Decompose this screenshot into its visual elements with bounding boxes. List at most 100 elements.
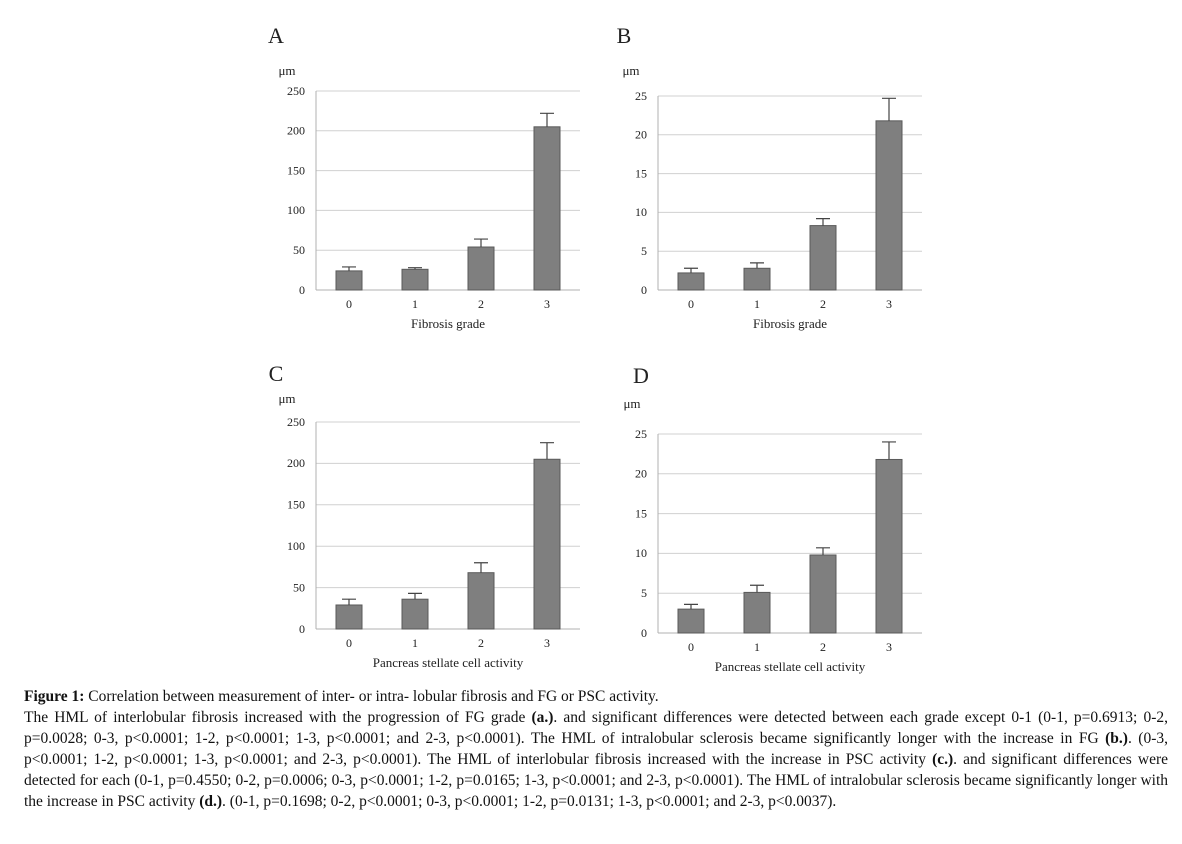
y-tick-label: 250	[287, 415, 305, 429]
y-tick-label: 5	[641, 586, 647, 600]
error-bar	[540, 112, 554, 127]
caption-label: Figure 1:	[24, 688, 85, 705]
caption-body: The HML of interlobular fibrosis increas…	[24, 707, 1168, 812]
caption-heading: Figure 1: Correlation between measuremen…	[24, 686, 1168, 707]
bar	[809, 554, 837, 634]
panel-reference: (c.)	[932, 751, 954, 768]
y-unit-label: μm	[623, 396, 640, 411]
x-tick-label: 2	[478, 297, 484, 311]
y-tick-label: 10	[635, 546, 647, 560]
y-tick-label: 100	[287, 203, 305, 217]
panel-reference: (d.)	[199, 793, 223, 810]
error-bar	[474, 562, 488, 573]
y-unit-label: μm	[278, 63, 295, 78]
panel-label: B	[617, 23, 632, 48]
x-axis-label: Pancreas stellate cell activity	[373, 655, 524, 670]
y-tick-label: 15	[635, 166, 647, 180]
caption-title: Correlation between measurement of inter…	[84, 688, 659, 705]
y-tick-label: 5	[641, 244, 647, 258]
error-bar	[816, 547, 830, 555]
error-bar	[750, 262, 764, 269]
error-bar	[474, 238, 488, 248]
x-tick-label: 1	[412, 636, 418, 650]
error-bar	[816, 218, 830, 226]
bar	[467, 572, 495, 630]
bar	[401, 598, 429, 630]
x-tick-label: 3	[544, 636, 550, 650]
x-tick-label: 0	[346, 636, 352, 650]
y-tick-label: 150	[287, 498, 305, 512]
bar	[677, 272, 705, 291]
caption-text: . (0-3, p<0.0001; 1-2, p<0.0001; 1-3, p<…	[24, 730, 1169, 768]
bar	[533, 126, 561, 291]
y-tick-label: 50	[293, 580, 305, 594]
x-tick-label: 1	[754, 297, 760, 311]
panel-label: D	[633, 363, 649, 388]
y-tick-label: 100	[287, 539, 305, 553]
panel-reference: (a.)	[531, 709, 554, 726]
error-bar	[684, 267, 698, 273]
x-tick-label: 2	[820, 640, 826, 654]
error-bar	[408, 267, 422, 270]
x-tick-label: 2	[478, 636, 484, 650]
x-tick-label: 3	[544, 297, 550, 311]
error-bar	[408, 592, 422, 600]
y-tick-label: 0	[641, 626, 647, 640]
y-tick-label: 0	[299, 283, 305, 297]
panel-reference: (b.)	[1105, 730, 1128, 747]
bar	[875, 458, 903, 634]
y-tick-label: 10	[635, 205, 647, 219]
y-tick-label: 0	[299, 622, 305, 636]
bar	[875, 120, 903, 291]
y-tick-label: 50	[293, 243, 305, 257]
caption-text: . (0-1, p=0.1698; 0-2, p<0.0001; 0-3, p<…	[222, 793, 837, 810]
x-tick-label: 0	[346, 297, 352, 311]
bar	[677, 608, 705, 634]
panel-label: C	[269, 361, 284, 386]
caption-text: . and significant differences were detec…	[24, 709, 1168, 747]
y-unit-label: μm	[278, 391, 295, 406]
error-bar	[540, 442, 554, 460]
error-bar	[882, 97, 896, 121]
error-bar	[342, 266, 356, 271]
x-tick-label: 0	[688, 640, 694, 654]
x-axis-label: Fibrosis grade	[411, 316, 485, 331]
y-tick-label: 25	[635, 89, 647, 103]
x-tick-label: 1	[412, 297, 418, 311]
y-tick-label: 15	[635, 506, 647, 520]
y-tick-label: 150	[287, 163, 305, 177]
y-tick-label: 0	[641, 283, 647, 297]
y-unit-label: μm	[622, 63, 639, 78]
caption-text: . and significant differences were detec…	[24, 751, 1169, 810]
bar	[335, 270, 363, 291]
x-axis-label: Fibrosis grade	[753, 316, 827, 331]
bar	[401, 268, 429, 291]
caption-text: The HML of interlobular fibrosis increas…	[24, 709, 532, 726]
x-tick-label: 1	[754, 640, 760, 654]
y-tick-label: 20	[635, 467, 647, 481]
y-tick-label: 25	[635, 427, 647, 441]
x-tick-label: 0	[688, 297, 694, 311]
x-tick-label: 3	[886, 640, 892, 654]
y-tick-label: 20	[635, 128, 647, 142]
error-bar	[750, 584, 764, 593]
caption: Figure 1: Correlation between measuremen…	[24, 686, 1168, 812]
bar	[533, 458, 561, 630]
x-tick-label: 2	[820, 297, 826, 311]
y-tick-label: 200	[287, 456, 305, 470]
y-tick-label: 250	[287, 84, 305, 98]
bar	[743, 267, 771, 291]
error-bar	[684, 603, 698, 610]
bar	[335, 604, 363, 630]
x-tick-label: 3	[886, 297, 892, 311]
panel-label: A	[268, 23, 284, 48]
bar	[809, 225, 837, 291]
y-tick-label: 200	[287, 124, 305, 138]
bar	[467, 246, 495, 291]
x-axis-label: Pancreas stellate cell activity	[715, 659, 866, 674]
error-bar	[882, 441, 896, 460]
error-bar	[342, 598, 356, 605]
bar	[743, 591, 771, 634]
